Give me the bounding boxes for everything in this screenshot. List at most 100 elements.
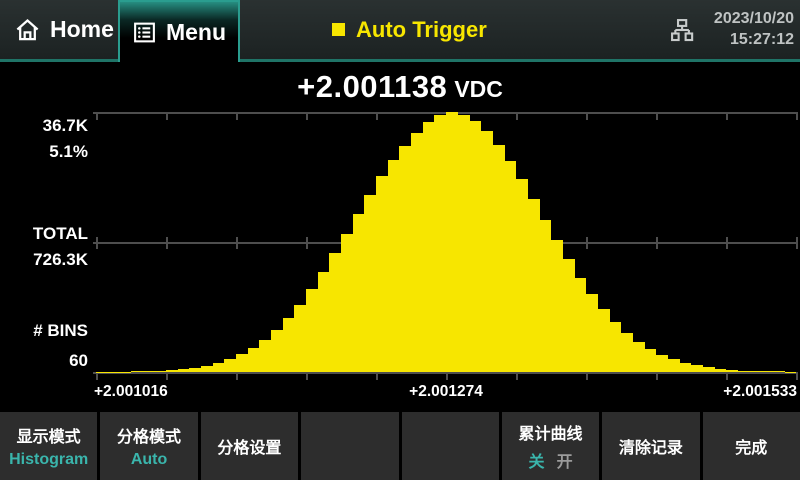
menu-list-icon	[134, 22, 155, 42]
histogram-bin	[446, 112, 458, 372]
histogram-bin	[539, 219, 552, 372]
trigger-label: Auto Trigger	[356, 16, 487, 42]
toggle-on-option[interactable]: 开	[556, 454, 573, 471]
histogram-bin	[306, 289, 318, 372]
x-label-min: +2.001016	[94, 383, 168, 400]
softkey-bar: 显示模式 Histogram 分格模式 Auto 分格设置 累计曲线 关开 清除…	[0, 412, 800, 480]
axis-tick	[516, 114, 518, 120]
axis-tick	[306, 237, 308, 249]
histogram-bin	[737, 370, 750, 372]
axis-tick	[166, 237, 168, 249]
softkey-done[interactable]: 完成	[702, 412, 800, 480]
reading-value: +2.001138	[297, 69, 448, 104]
histogram-bin	[516, 179, 528, 372]
axis-tick	[236, 237, 238, 249]
time-text: 15:27:12	[729, 31, 794, 48]
histogram-bin	[166, 370, 178, 372]
menu-label: Menu	[165, 18, 227, 45]
histogram-bin	[387, 160, 400, 372]
softkey-clear-record[interactable]: 清除记录	[602, 412, 700, 480]
axis-tick	[796, 237, 798, 249]
histogram-bin	[434, 114, 447, 372]
axis-tick	[166, 114, 168, 120]
toggle-off-option[interactable]: 关	[528, 454, 545, 471]
trigger-status: Auto Trigger	[332, 0, 487, 59]
histogram-bin	[714, 368, 727, 372]
histogram-bin	[177, 369, 190, 372]
total-label: TOTAL	[32, 224, 88, 243]
histogram-bin	[679, 362, 692, 372]
reading-unit: VDC	[454, 76, 503, 102]
home-icon	[16, 18, 39, 41]
histogram-bin	[154, 370, 167, 372]
axis-tick	[446, 374, 448, 380]
home-label: Home	[50, 16, 114, 42]
axis-tick	[796, 374, 798, 380]
softkey-empty-5	[401, 412, 499, 480]
histogram-bin	[282, 318, 295, 372]
histogram-bin	[632, 341, 645, 372]
axis-tick	[516, 374, 518, 380]
histogram-bin	[411, 132, 423, 372]
histogram-bin	[481, 131, 493, 372]
histogram-bin	[259, 339, 272, 372]
histogram-bin	[469, 121, 482, 372]
axis-tick	[656, 114, 658, 120]
histogram-bin	[644, 349, 657, 372]
histogram-bin	[702, 367, 715, 372]
histogram-bin	[621, 332, 633, 372]
softkey-title: 分格设置	[217, 440, 282, 457]
softkey-title: 清除记录	[618, 440, 683, 457]
axis-tick	[236, 114, 238, 120]
histogram-bars	[96, 112, 797, 372]
softkey-cumulative-curve[interactable]: 累计曲线 关开	[501, 412, 600, 480]
softkey-bin-settings[interactable]: 分格设置	[200, 412, 299, 480]
histogram-bin	[317, 271, 330, 372]
histogram-bin	[422, 121, 435, 372]
axis-tick	[796, 114, 798, 120]
histogram-bin	[142, 370, 155, 372]
histogram-bin	[772, 370, 785, 372]
softkey-display-mode[interactable]: 显示模式 Histogram	[0, 412, 98, 480]
axis-tick	[586, 114, 588, 120]
histogram-bin	[691, 365, 703, 372]
histogram-bin	[761, 370, 773, 372]
axis-tick	[376, 114, 378, 120]
top-bar: Home Menu Auto Trigger	[0, 0, 800, 62]
histogram-bin	[247, 347, 260, 372]
axis-tick	[376, 374, 378, 380]
tab-menu[interactable]: Menu	[118, 0, 240, 62]
histogram-bin	[527, 199, 540, 372]
softkey-bin-mode[interactable]: 分格模式 Auto	[100, 412, 198, 480]
axis-tick	[236, 374, 238, 380]
histogram-bin	[399, 145, 412, 372]
softkey-title: 完成	[735, 440, 768, 457]
axis-tick	[96, 374, 98, 380]
bins-value: 60	[69, 351, 88, 370]
histogram-bin	[656, 355, 668, 372]
softkey-toggle: 关开	[529, 448, 573, 472]
axis-tick	[586, 237, 588, 249]
gridline-bottom-axis	[93, 372, 798, 380]
bins-label: # BINS	[33, 321, 88, 340]
histogram-bin	[597, 309, 610, 372]
max-count-label: 36.7K	[42, 116, 88, 135]
softkey-title: 累计曲线	[518, 426, 583, 443]
tab-home[interactable]: Home	[14, 0, 114, 59]
network-icon	[671, 19, 694, 42]
axis-tick	[726, 237, 728, 249]
softkey-title: 分格模式	[117, 429, 182, 446]
histogram-bin	[224, 359, 237, 372]
axis-tick	[166, 374, 168, 380]
histogram-bin	[504, 160, 517, 372]
axis-tick	[96, 237, 98, 249]
histogram-bin	[726, 369, 738, 372]
histogram-bin	[341, 233, 353, 372]
datetime: 2023/10/20 15:27:12	[714, 8, 794, 50]
trigger-square-icon	[332, 23, 345, 36]
histogram-bin	[131, 370, 143, 372]
histogram-bin	[201, 365, 213, 372]
histogram-bin	[492, 144, 505, 372]
total-value: 726.3K	[33, 250, 88, 269]
axis-tick	[726, 374, 728, 380]
